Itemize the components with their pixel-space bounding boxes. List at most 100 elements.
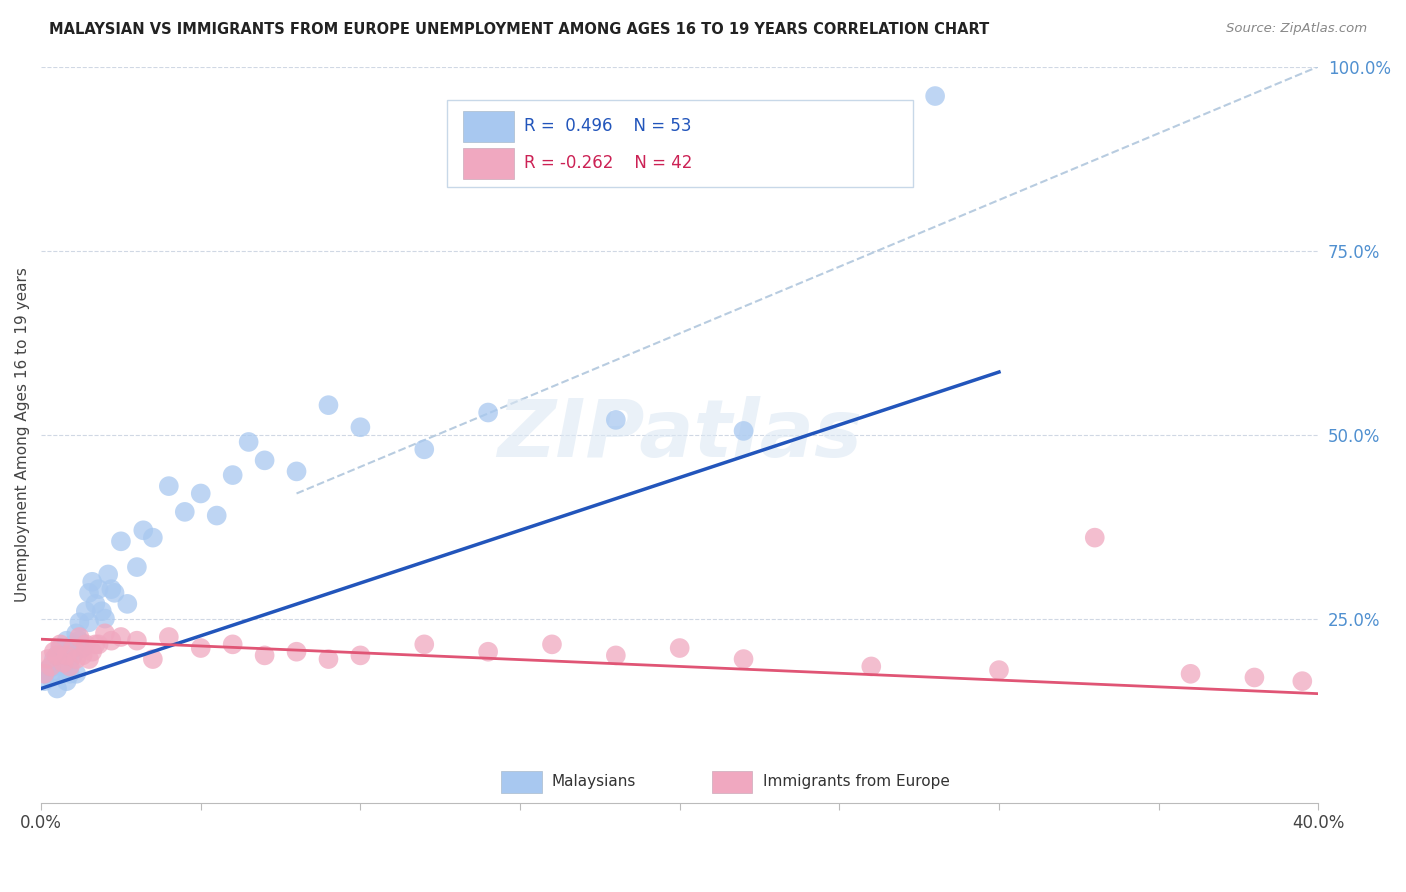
Point: [37, 652, 59, 666]
Point: [59, 652, 82, 666]
Point: [110, 534, 132, 549]
Point: [100, 582, 122, 596]
Point: [52, 659, 75, 673]
Point: [62, 640, 84, 655]
FancyBboxPatch shape: [711, 771, 752, 793]
Point: [67, 630, 90, 644]
Point: [221, 637, 243, 651]
Point: [39, 671, 62, 685]
Point: [49, 666, 72, 681]
Point: [77, 586, 100, 600]
Point: [52, 648, 75, 663]
Point: [55, 633, 77, 648]
Point: [42, 652, 65, 666]
Point: [110, 630, 132, 644]
Point: [46, 648, 69, 663]
Point: [190, 486, 212, 500]
Point: [205, 508, 228, 523]
Point: [142, 652, 165, 666]
Point: [125, 560, 148, 574]
Point: [59, 659, 82, 673]
Point: [605, 413, 627, 427]
Text: Immigrants from Europe: Immigrants from Europe: [762, 774, 949, 789]
Point: [157, 479, 180, 493]
Point: [190, 640, 212, 655]
Point: [253, 453, 276, 467]
Point: [82, 645, 104, 659]
Point: [1243, 671, 1265, 685]
Point: [285, 464, 308, 478]
Point: [860, 659, 883, 673]
Point: [62, 637, 84, 651]
Text: Malaysians: Malaysians: [553, 774, 637, 789]
Point: [238, 434, 260, 449]
Point: [90, 604, 112, 618]
Point: [87, 637, 110, 651]
Point: [477, 645, 499, 659]
Point: [94, 626, 117, 640]
Point: [924, 89, 946, 103]
Point: [349, 648, 371, 663]
Point: [49, 637, 72, 651]
Point: [72, 640, 94, 655]
Point: [34, 674, 56, 689]
Point: [605, 648, 627, 663]
Point: [34, 666, 56, 681]
FancyBboxPatch shape: [463, 112, 513, 143]
Point: [1180, 666, 1202, 681]
Point: [39, 659, 62, 673]
FancyBboxPatch shape: [447, 100, 914, 186]
Point: [477, 405, 499, 419]
Point: [42, 659, 65, 673]
Point: [318, 398, 340, 412]
Point: [221, 468, 243, 483]
Point: [75, 604, 97, 618]
Point: [77, 652, 100, 666]
Point: [67, 615, 90, 630]
Point: [46, 648, 69, 663]
Point: [142, 531, 165, 545]
FancyBboxPatch shape: [501, 771, 541, 793]
Point: [77, 615, 100, 630]
Point: [1084, 531, 1107, 545]
Point: [97, 567, 120, 582]
Point: [65, 626, 87, 640]
Text: ZIPatlas: ZIPatlas: [498, 395, 862, 474]
Point: [65, 652, 87, 666]
Y-axis label: Unemployment Among Ages 16 to 19 years: Unemployment Among Ages 16 to 19 years: [15, 268, 30, 602]
Point: [52, 656, 75, 670]
Point: [413, 637, 436, 651]
Point: [173, 505, 195, 519]
Point: [46, 681, 69, 696]
Text: MALAYSIAN VS IMMIGRANTS FROM EUROPE UNEMPLOYMENT AMONG AGES 16 TO 19 YEARS CORRE: MALAYSIAN VS IMMIGRANTS FROM EUROPE UNEM…: [49, 22, 990, 37]
Point: [1291, 674, 1313, 689]
Point: [132, 523, 155, 537]
Point: [157, 630, 180, 644]
Point: [94, 611, 117, 625]
Point: [37, 663, 59, 677]
Text: Source: ZipAtlas.com: Source: ZipAtlas.com: [1226, 22, 1367, 36]
Point: [49, 640, 72, 655]
Point: [413, 442, 436, 457]
Point: [103, 586, 125, 600]
Point: [285, 645, 308, 659]
FancyBboxPatch shape: [463, 148, 513, 179]
Point: [733, 424, 755, 438]
Point: [100, 633, 122, 648]
Point: [82, 574, 104, 589]
Point: [55, 674, 77, 689]
Point: [733, 652, 755, 666]
Point: [318, 652, 340, 666]
Point: [59, 666, 82, 681]
Point: [62, 648, 84, 663]
Point: [67, 633, 90, 648]
Point: [55, 648, 77, 663]
Point: [75, 637, 97, 651]
Point: [72, 648, 94, 663]
Point: [84, 637, 107, 651]
Point: [253, 648, 276, 663]
Point: [42, 645, 65, 659]
Point: [84, 597, 107, 611]
Point: [65, 666, 87, 681]
Point: [668, 640, 690, 655]
